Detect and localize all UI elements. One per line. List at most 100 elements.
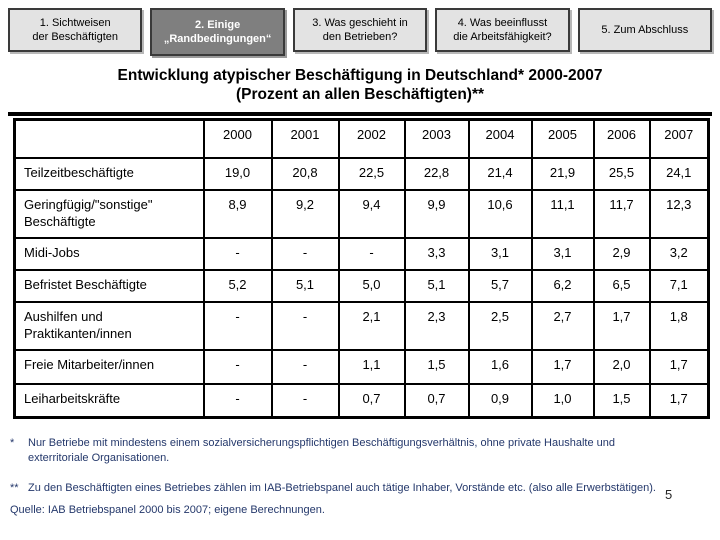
value-cell: 3,2: [648, 236, 710, 271]
value-cell: 3,3: [403, 236, 470, 271]
value-cell: 24,1: [648, 156, 710, 191]
value-cell: 6,5: [592, 268, 651, 303]
row-label: Leiharbeitskräfte: [13, 382, 205, 419]
tab-label-line: 1. Sichtweisen: [39, 16, 111, 29]
value-cell: -: [202, 236, 273, 271]
tab-label-line: 4. Was beeinflusst: [457, 16, 548, 29]
footnote-2-marker: **: [10, 482, 19, 494]
value-cell: 20,8: [270, 156, 340, 191]
value-cell: 1,7: [648, 348, 710, 385]
value-cell: 1,7: [530, 348, 595, 385]
value-cell: 2,3: [403, 300, 470, 351]
value-cell: 10,6: [467, 188, 533, 239]
value-cell: -: [270, 300, 340, 351]
value-cell: 3,1: [530, 236, 595, 271]
value-cell: 1,5: [592, 382, 651, 419]
footnote-2-text: Zu den Beschäftigten eines Betriebes zäh…: [28, 482, 656, 494]
tab-label-line: 5. Zum Abschluss: [601, 23, 689, 36]
value-cell: 0,7: [403, 382, 470, 419]
slide-title-line2: (Prozent an allen Beschäftigten)**: [235, 86, 485, 103]
year-header: 2002: [337, 118, 406, 159]
value-cell: 1,1: [337, 348, 406, 385]
value-cell: 11,1: [530, 188, 595, 239]
row-label: Midi-Jobs: [13, 236, 205, 271]
value-cell: 9,2: [270, 188, 340, 239]
year-header: 2000: [202, 118, 273, 159]
value-cell: 0,9: [467, 382, 533, 419]
row-label: Befristet Beschäftigte: [13, 268, 205, 303]
value-cell: 25,5: [592, 156, 651, 191]
row-label: Freie Mitarbeiter/innen: [13, 348, 205, 385]
value-cell: 22,5: [337, 156, 406, 191]
source-line: Quelle: IAB Betriebspanel 2000 bis 2007;…: [10, 504, 325, 516]
page-number: 5: [665, 487, 673, 502]
table-corner-cell: [13, 118, 205, 159]
tab-label-line: der Beschäftigten: [32, 31, 119, 43]
table-header-row: 2000 2001 2002 2003 2004 2005 2006 2007: [13, 118, 710, 159]
value-cell: 6,2: [530, 268, 595, 303]
table-row: Teilzeitbeschäftigte 19,0 20,8 22,5 22,8…: [13, 156, 710, 191]
value-cell: 2,5: [467, 300, 533, 351]
value-cell: 5,1: [403, 268, 470, 303]
value-cell: 22,8: [403, 156, 470, 191]
tab-label-line: die Arbeitsfähigkeit?: [453, 31, 552, 43]
footnote-1: * Nur Betriebe mit mindestens einem sozi…: [10, 436, 665, 466]
year-header: 2005: [530, 118, 595, 159]
slide-title-line1: Entwicklung atypischer Beschäftigung in …: [117, 67, 603, 84]
value-cell: 2,7: [530, 300, 595, 351]
value-cell: 1,5: [403, 348, 470, 385]
value-cell: 7,1: [648, 268, 710, 303]
slide-title: Entwicklung atypischer Beschäftigung in …: [0, 66, 720, 104]
tab-label-line: den Betrieben?: [322, 31, 398, 43]
value-cell: 19,0: [202, 156, 273, 191]
tab-was-beeinflusst[interactable]: 4. Was beeinflusst die Arbeitsfähigkeit?: [435, 8, 570, 52]
tab-label-line: 3. Was geschieht in: [312, 16, 408, 29]
value-cell: 1,8: [648, 300, 710, 351]
year-header: 2007: [648, 118, 710, 159]
tab-label-line: „Randbedingungen“: [163, 33, 272, 45]
value-cell: 1,7: [592, 300, 651, 351]
row-label: Geringfügig/"sonstige" Beschäftigte: [13, 188, 205, 239]
value-cell: 9,4: [337, 188, 406, 239]
year-header: 2004: [467, 118, 533, 159]
value-cell: 0,7: [337, 382, 406, 419]
value-cell: 21,4: [467, 156, 533, 191]
value-cell: -: [202, 382, 273, 419]
row-label: Teilzeitbeschäftigte: [13, 156, 205, 191]
table-row: Leiharbeitskräfte - - 0,7 0,7 0,9 1,0 1,…: [13, 382, 710, 419]
table-row: Midi-Jobs - - - 3,3 3,1 3,1 2,9 3,2: [13, 236, 710, 271]
value-cell: 5,2: [202, 268, 273, 303]
value-cell: 5,0: [337, 268, 406, 303]
tab-label-line: 2. Einige: [194, 18, 241, 31]
footnote-2: ** Zu den Beschäftigten eines Betriebes …: [10, 481, 665, 496]
value-cell: 1,7: [648, 382, 710, 419]
value-cell: 8,9: [202, 188, 273, 239]
value-cell: 9,9: [403, 188, 470, 239]
footnote-1-marker: *: [10, 437, 15, 449]
title-divider-rule: [8, 112, 712, 116]
value-cell: 5,1: [270, 268, 340, 303]
value-cell: 5,7: [467, 268, 533, 303]
value-cell: 11,7: [592, 188, 651, 239]
year-header: 2003: [403, 118, 470, 159]
tab-was-geschieht[interactable]: 3. Was geschieht in den Betrieben?: [292, 8, 428, 52]
tab-bar: 1. Sichtweisen der Beschäftigten 2. Eini…: [8, 8, 713, 56]
value-cell: -: [270, 382, 340, 419]
value-cell: 21,9: [530, 156, 595, 191]
value-cell: 12,3: [648, 188, 710, 239]
table-row: Befristet Beschäftigte 5,2 5,1 5,0 5,1 5…: [13, 268, 710, 303]
employment-table: 2000 2001 2002 2003 2004 2005 2006 2007 …: [13, 118, 710, 419]
year-header: 2006: [592, 118, 651, 159]
footnotes: * Nur Betriebe mit mindestens einem sozi…: [10, 436, 665, 518]
tab-sichtweisen[interactable]: 1. Sichtweisen der Beschäftigten: [8, 8, 143, 52]
value-cell: 2,1: [337, 300, 406, 351]
tab-zum-abschluss[interactable]: 5. Zum Abschluss: [577, 8, 713, 52]
value-cell: 3,1: [467, 236, 533, 271]
tab-randbedingungen-active[interactable]: 2. Einige „Randbedingungen“: [150, 8, 285, 56]
value-cell: -: [202, 300, 273, 351]
table-row: Freie Mitarbeiter/innen - - 1,1 1,5 1,6 …: [13, 348, 710, 385]
year-header: 2001: [270, 118, 340, 159]
value-cell: -: [337, 236, 406, 271]
value-cell: -: [270, 236, 340, 271]
